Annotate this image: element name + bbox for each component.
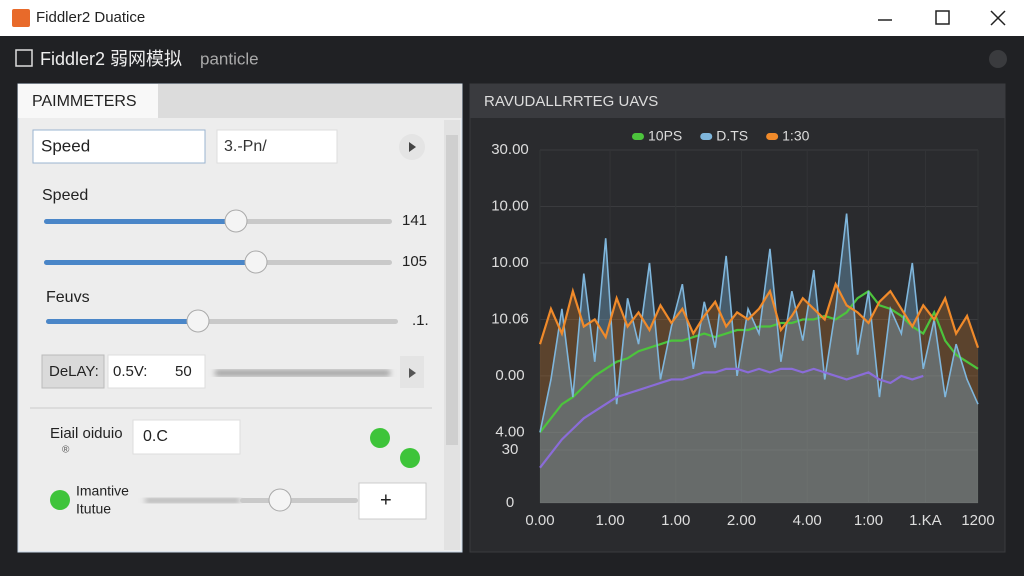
slider-thumb[interactable] [244,250,268,274]
delay-label-box [41,354,105,389]
speed-label: Speed [42,187,88,204]
blurred-track [145,498,240,503]
legend-swatch [632,133,644,140]
legend-label: D.TS [716,128,748,144]
y-tick-label: 10.00 [491,197,529,214]
app-icon [12,9,30,27]
legend-label: 10PS [648,128,682,144]
slider-value: 141 [402,212,427,229]
imantive-label: Itutue [76,501,111,517]
speed-input-text: Speed [41,136,90,155]
status-dot [50,490,70,510]
rate-input[interactable] [216,129,338,164]
status-dot [370,428,390,448]
series-line [539,367,924,469]
maximize-button[interactable] [935,10,950,25]
tab-strip [158,84,462,118]
y-tick-label: 30 [502,441,519,458]
y-tick-label: 10.06 [491,310,529,327]
legend-swatch [700,133,713,140]
x-tick-label: 1.00 [595,512,624,529]
legend-swatch [766,133,779,140]
option-input[interactable] [132,419,241,455]
slider-fill [44,219,236,224]
x-tick-label: 0.00 [525,512,554,529]
scrollbar-thumb[interactable] [446,135,458,445]
y-tick-label: 4.00 [495,423,524,440]
series-line [538,281,980,349]
series-area [540,284,978,503]
header-subtitle: panticle [200,49,259,68]
slider-fill [46,319,198,324]
delay-unit: 0.5V: [113,363,147,380]
x-tick-label: 4.00 [793,512,822,529]
x-tick-label: 1.KA [909,512,942,529]
slider-thumb[interactable] [268,488,292,512]
header-icon [15,49,33,67]
x-tick-label: 1.00 [661,512,690,529]
slider[interactable] [44,209,392,233]
legend-label: 1:30 [782,128,809,144]
delay-value: 50 [175,363,192,380]
header-button[interactable] [989,50,1007,68]
chart-title: RAVUDALLRRTEG UAVS [484,93,658,110]
rate-input-text: 3.-Pn/ [224,138,267,155]
slider-value: 105 [402,253,427,270]
slider-track[interactable] [240,498,358,503]
slider-thumb[interactable] [224,209,248,233]
y-tick-label: 0 [506,494,514,511]
title-bar [0,0,1024,36]
y-tick-label: 10.00 [491,254,529,271]
blurred-slider[interactable] [215,370,390,376]
slider[interactable] [44,250,392,274]
x-tick-label: 1200 [961,512,994,529]
series-area [540,213,978,504]
feuvs-value: .1. [412,312,429,329]
arrow-icon [409,368,416,378]
close-button[interactable] [990,10,1006,26]
y-tick-label: 30.00 [491,141,529,158]
option-input-text: 0.C [143,428,168,445]
x-tick-label: 2.00 [727,512,756,529]
window-title: Fiddler2 Duatice [36,9,145,26]
slider-fill [44,260,256,265]
slider[interactable] [46,309,398,333]
delay-label: DeLAY: [49,363,99,380]
series-line [539,213,979,433]
series-line [539,289,979,434]
status-dot [400,448,420,468]
tab[interactable] [18,84,158,118]
add-button-label: + [380,489,392,511]
option-label: Eiail oiduio [50,425,123,442]
add-button[interactable] [358,482,427,520]
imantive-label: Imantive [76,483,129,499]
header-title: Fiddler2 弱网模拟 [40,49,182,69]
speed-input[interactable] [32,129,206,164]
option-mark: ® [62,445,70,456]
delay-input[interactable] [107,354,206,389]
tab-label: PAIMMETERS [32,93,137,110]
play-icon [409,142,416,152]
y-tick-label: 0.00 [495,367,524,384]
chart-header [470,84,1005,118]
x-tick-label: 1:00 [854,512,883,529]
slider-thumb[interactable] [186,309,210,333]
feuvs-label: Feuvs [46,289,90,306]
